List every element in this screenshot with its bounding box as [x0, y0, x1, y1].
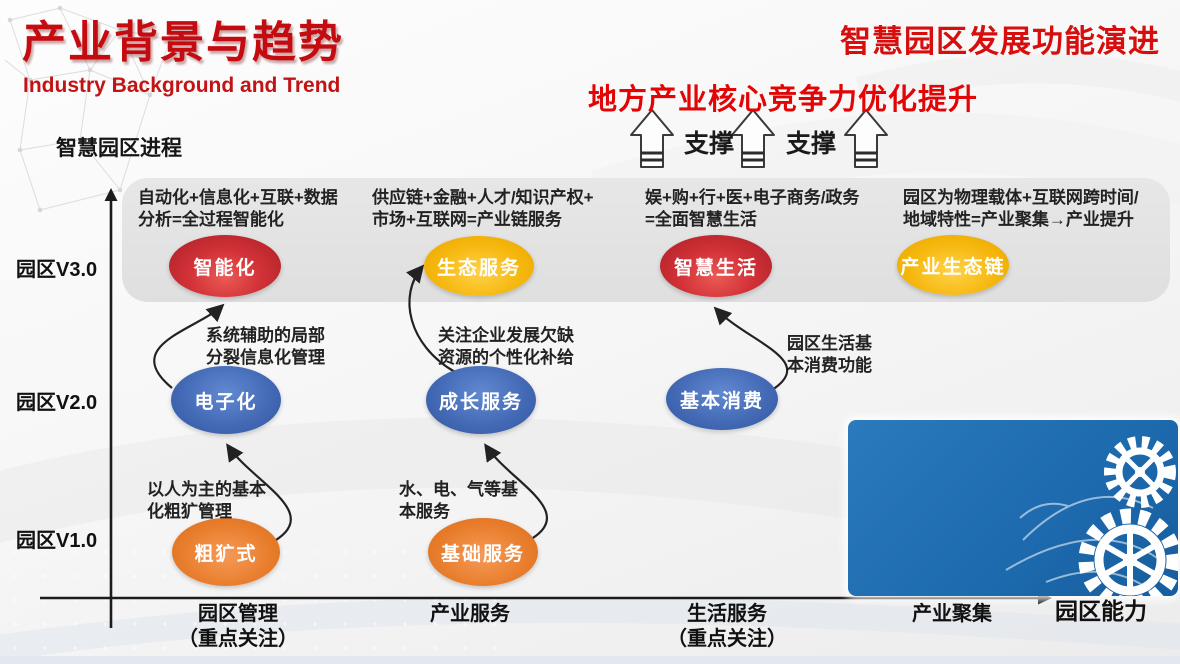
diagram-node: 智能化	[169, 235, 281, 297]
diagram-node: 基础服务	[428, 518, 538, 586]
annotation: 供应链+金融+人才/知识产权+ 市场+互联网=产业链服务	[372, 188, 594, 230]
y-axis-label: 园区V3.0	[16, 259, 98, 281]
diagram-node: 产业生态链	[897, 235, 1009, 295]
up-block-arrow-icon	[630, 109, 674, 168]
diagram-node: 粗犷式	[172, 518, 280, 586]
y-axis-label: 园区V2.0	[16, 392, 98, 414]
y-axis-arrowhead-icon	[104, 188, 118, 201]
connector-arrow	[484, 443, 549, 545]
diagram-node: 电子化	[171, 366, 281, 434]
gear-icon	[1104, 436, 1176, 508]
gear-icon	[1005, 436, 1178, 596]
diagram-node: 智慧生活	[660, 235, 772, 297]
annotation: 园区生活基 本消费功能	[787, 334, 872, 376]
x-axis-category: 产业聚集	[912, 603, 992, 625]
diagram-node: 生态服务	[424, 236, 534, 296]
annotation: 系统辅助的局部 分裂信息化管理	[206, 326, 325, 368]
headline: 地方产业核心竞争力优化提升	[588, 84, 979, 116]
gears-image	[848, 420, 1178, 596]
annotation: 娱+购+行+医+电子商务/政务 =全面智慧生活	[645, 188, 860, 230]
x-axis-title: 园区能力	[1055, 598, 1147, 624]
x-axis-category: 园区管理 （重点关注）	[178, 603, 298, 650]
page-title: 产业背景与趋势	[22, 18, 344, 67]
diagram-node: 基本消费	[666, 368, 778, 430]
annotation: 自动化+信息化+互联+数据 分析=全过程智能化	[138, 188, 338, 230]
diagram-node: 成长服务	[426, 366, 536, 434]
up-block-arrow-icon	[731, 109, 775, 168]
bottom-strip	[0, 656, 1180, 664]
connector-arrow	[713, 306, 789, 391]
page-subtitle: Industry Background and Trend	[23, 74, 341, 97]
gear-icon	[1078, 508, 1178, 596]
section-title: 智慧园区发展功能演进	[840, 24, 1160, 59]
annotation: 以人为主的基本 化粗犷管理	[147, 480, 266, 522]
x-axis-category: 生活服务 （重点关注）	[667, 603, 787, 650]
annotation: 水、电、气等基 本服务	[399, 480, 518, 522]
support-label: 支撑	[684, 130, 735, 158]
process-title: 智慧园区进程	[56, 137, 182, 160]
connector-arrow	[406, 264, 456, 373]
annotation: 园区为物理载体+互联网跨时间/ 地域特性=产业聚集→产业提升	[903, 188, 1139, 230]
x-axis-category: 产业服务	[430, 603, 510, 625]
up-block-arrow-icon	[844, 109, 888, 168]
network-mesh-icon	[4, 5, 173, 213]
support-label: 支撑	[786, 130, 837, 158]
annotation: 关注企业发展欠缺 资源的个性化补给	[438, 326, 574, 368]
connector-arrow	[153, 303, 225, 389]
connector-arrow	[226, 443, 292, 547]
support-arrows	[630, 109, 888, 168]
stage-connector-arrows	[153, 264, 789, 547]
y-axis-label: 园区V1.0	[16, 530, 98, 552]
